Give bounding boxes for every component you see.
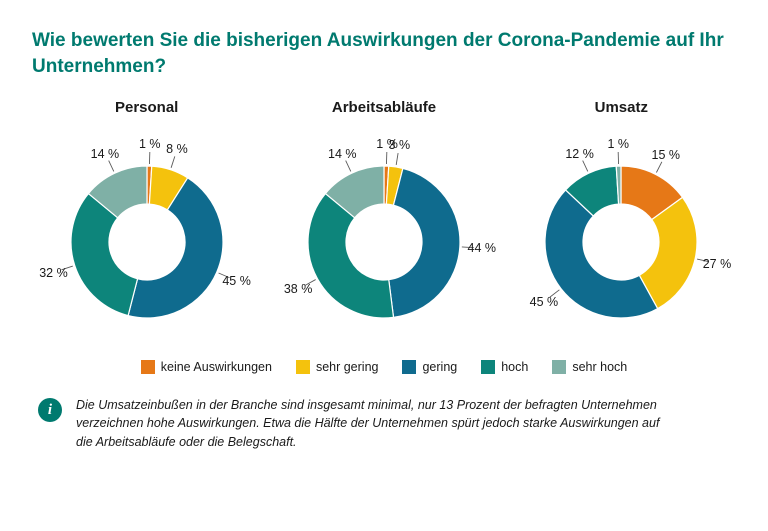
chart-title: Arbeitsabläufe (332, 99, 436, 116)
legend-swatch (481, 360, 495, 374)
footnote: i Die Umsatzeinbußen in der Branche sind… (32, 396, 736, 450)
legend-item: sehr hoch (552, 360, 627, 374)
charts-row: Personal 1 % 8 % 45 % 32 % 14 % Arbeitsabläufe… (32, 99, 736, 342)
legend-swatch (141, 360, 155, 374)
leader-line (396, 153, 398, 165)
donut-slice (389, 169, 460, 318)
legend-swatch (402, 360, 416, 374)
chart-panel: Personal 1 % 8 % 45 % 32 % 14 % (32, 99, 261, 342)
leader-line (108, 161, 113, 172)
slice-label: 45 % (222, 274, 251, 288)
legend-swatch (296, 360, 310, 374)
donut-chart: 1 %3 %44 %38 %14 % (274, 122, 494, 342)
page-title: Wie bewerten Sie die bisherigen Auswirku… (32, 28, 736, 79)
slice-label: 8 % (166, 142, 188, 156)
legend-label: sehr hoch (572, 360, 627, 374)
legend-label: hoch (501, 360, 528, 374)
chart-panel: Arbeitsabläufe1 %3 %44 %38 %14 % (269, 99, 498, 342)
footnote-text: Die Umsatzeinbußen in der Branche sind i… (76, 396, 676, 450)
slice-label: 12 % (565, 147, 594, 161)
legend-label: gering (422, 360, 457, 374)
slice-label: 27 % (703, 257, 732, 271)
chart-panel: Umsatz 15 % 27 % 45 % 12 % 1 % (507, 99, 736, 342)
donut-chart: 15 % 27 % 45 % 12 % 1 % (511, 122, 731, 342)
slice-label: 32 % (39, 266, 68, 280)
chart-title: Umsatz (595, 99, 648, 116)
legend-item: keine Auswirkungen (141, 360, 272, 374)
legend-label: keine Auswirkungen (161, 360, 272, 374)
slice-label: 14 % (328, 147, 357, 161)
slice-label: 1 % (139, 137, 161, 151)
slice-label: 3 % (389, 138, 411, 152)
leader-line (346, 161, 351, 172)
leader-line (171, 157, 175, 168)
leader-line (657, 162, 662, 173)
legend-label: sehr gering (316, 360, 379, 374)
slice-label: 14 % (91, 147, 120, 161)
leader-line (583, 161, 588, 172)
info-icon: i (38, 398, 62, 422)
slice-label: 15 % (652, 148, 681, 162)
chart-title: Personal (115, 99, 178, 116)
slice-label: 45 % (530, 295, 559, 309)
legend-swatch (552, 360, 566, 374)
legend-item: sehr gering (296, 360, 379, 374)
slice-label: 38 % (284, 282, 313, 296)
slice-label: 1 % (607, 137, 629, 151)
slice-label: 44 % (468, 241, 497, 255)
donut-slice (71, 194, 138, 316)
legend-item: hoch (481, 360, 528, 374)
legend: keine Auswirkungen sehr gering gering hoch s… (32, 360, 736, 374)
legend-item: gering (402, 360, 457, 374)
donut-chart: 1 % 8 % 45 % 32 % 14 % (37, 122, 257, 342)
